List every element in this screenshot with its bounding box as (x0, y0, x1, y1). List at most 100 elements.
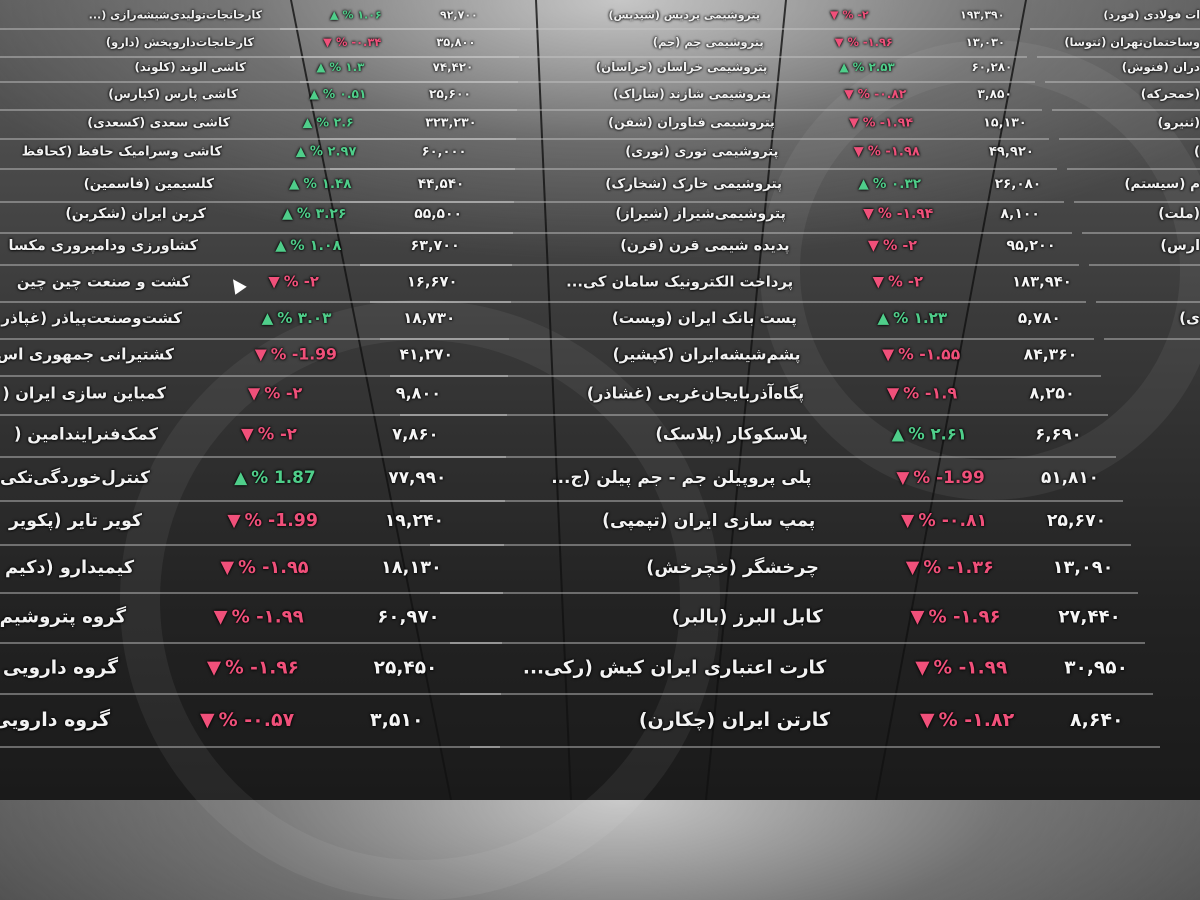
change-percent: ▲% ۲.۹۷ (296, 145, 357, 160)
row-separator (440, 591, 1138, 594)
triangle-down-icon: ▼ (220, 558, 235, 578)
change-percent-value: % -۱.۹۹ (933, 657, 1008, 679)
stock-name: پست بانک ایران (وپست) (611, 309, 797, 327)
triangle-down-icon: ▼ (905, 558, 920, 578)
change-percent: ▼% -۱.۹۶ (835, 35, 893, 49)
change-percent: ▼% -۱.۵۵ (882, 345, 960, 364)
change-percent: ▼% -۱.۹ (887, 384, 957, 403)
last-price: ۹۲,۷۰۰ (440, 8, 478, 22)
row-separator (0, 137, 516, 140)
change-percent: ▲% ۱.۰۶ (330, 9, 382, 22)
last-price: ۲۷,۴۴۰ (1058, 606, 1121, 628)
change-percent: ▼% -۰.۵۷ (200, 709, 294, 731)
row-separator (1044, 81, 1200, 84)
triangle-down-icon: ▼ (901, 511, 915, 531)
triangle-up-icon: ▲ (302, 114, 313, 130)
stock-name: ی) (1179, 309, 1200, 327)
change-percent-value: % ۲.۶۱ (908, 424, 967, 444)
change-percent-value: % -۱.۵۵ (898, 344, 961, 364)
last-price: ۶۰,۲۸۰ (971, 60, 1013, 74)
change-percent-value: % -۱.۳۶ (923, 558, 994, 578)
row-separator (410, 455, 1116, 458)
triangle-down-icon: ▼ (886, 383, 900, 403)
change-percent: ▲% ۳.۰۳ (262, 309, 332, 327)
change-percent-value: % ۱.۳ (329, 60, 365, 74)
change-percent-value: % -۱.۹۹ (231, 606, 304, 628)
triangle-down-icon: ▼ (863, 206, 874, 222)
row-separator (0, 693, 502, 696)
last-price: ۳۰,۹۵۰ (1064, 657, 1128, 679)
change-percent: ▲% ۲.۶۱ (892, 425, 967, 444)
row-separator (0, 264, 512, 267)
triangle-down-icon: ▼ (200, 709, 215, 731)
stock-name: کارتن ایران (چکارن) (638, 709, 830, 731)
stock-name: پتروشیمی شازند (شاراک) (613, 87, 772, 101)
row-separator (0, 28, 520, 30)
stock-name: کاشی الوند (کلوند) (134, 60, 246, 74)
row-separator (0, 55, 519, 58)
row-separator (0, 337, 510, 340)
change-percent-value: % -1.99 (270, 344, 337, 364)
triangle-up-icon: ▲ (234, 467, 248, 487)
stock-name: پرداخت الکترونیک سامان کی... (566, 273, 794, 291)
change-percent: ▼% -۰.۳۴ (323, 35, 381, 49)
row-separator (320, 137, 1050, 140)
change-percent: ▼% -۲ (830, 9, 869, 22)
row-separator (300, 81, 1035, 84)
row-separator (1081, 231, 1200, 234)
change-percent: ▼% -۰.۸۲ (844, 87, 906, 101)
last-price: ۶۰,۰۰۰ (421, 144, 467, 160)
triangle-down-icon: ▼ (323, 35, 332, 49)
last-price: ۶,۶۹۰ (1035, 424, 1082, 444)
triangle-up-icon: ▲ (275, 238, 287, 254)
change-percent: ▲% ۱.۲۳ (877, 309, 947, 327)
row-separator (1052, 109, 1200, 112)
last-price: ۱۶,۶۷۰ (406, 273, 458, 291)
stock-name: پتروشیمی نوری (نوری) (625, 144, 779, 160)
change-percent-value: % ۰.۵۱ (322, 87, 367, 101)
row-separator (0, 591, 504, 594)
row-separator (340, 201, 1065, 204)
change-percent-value: % ۰.۳۲ (872, 176, 921, 192)
change-percent-value: % -۲ (882, 238, 918, 254)
change-percent-value: % -۲ (264, 383, 303, 403)
last-price: ۸,۲۵۰ (1029, 383, 1075, 403)
change-percent: ▲% ۱.۴۸ (289, 176, 352, 192)
last-price: ۱۸,۱۳۰ (381, 558, 442, 578)
stock-name: کاشی سعدی (کسعدی) (87, 114, 230, 130)
triangle-down-icon: ▼ (268, 273, 280, 291)
triangle-up-icon: ▲ (877, 309, 890, 327)
last-price: ۶۰,۹۷۰ (377, 606, 440, 628)
row-separator (0, 168, 515, 171)
last-price: ۵۵,۵۰۰ (414, 206, 463, 222)
row-separator (0, 499, 506, 502)
row-separator (1088, 264, 1200, 267)
change-percent: ▼% -۱.۹۴ (849, 115, 913, 130)
triangle-up-icon: ▲ (288, 176, 300, 192)
last-price: ۱۳,۰۳۰ (965, 35, 1005, 49)
stock-name: کنترل‌خوردگی‌تکی (0, 467, 150, 487)
change-percent-value: % -۲ (887, 273, 924, 291)
change-percent-value: % -۱.۹۶ (225, 657, 299, 679)
row-separator (1103, 337, 1200, 340)
triangle-up-icon: ▲ (316, 60, 326, 74)
triangle-up-icon: ▲ (261, 309, 274, 327)
change-percent: ▼% -۱.۹۴ (863, 206, 933, 222)
triangle-up-icon: ▲ (295, 144, 306, 160)
change-percent-value: % ۳.۰۳ (277, 309, 332, 327)
row-separator (420, 499, 1124, 502)
change-percent-value: % -۰.۵۷ (218, 709, 295, 731)
row-separator (350, 231, 1072, 234)
row-separator (0, 746, 500, 748)
stock-name: کشت‌وصنعت‌پیاذر (غپاذر (1, 309, 182, 327)
last-price: ۶۳,۷۰۰ (410, 238, 460, 254)
change-percent-value: % -۱.۹۴ (877, 206, 934, 222)
last-price: ۴۱,۲۷۰ (399, 344, 454, 364)
stock-name: ) (1194, 144, 1200, 160)
stock-name: گروه پتروشیم (0, 606, 126, 628)
triangle-down-icon: ▼ (247, 383, 261, 403)
last-price: ۳,۸۵۰ (977, 87, 1012, 101)
stock-name: کیمیدارو (دکیم (5, 558, 134, 578)
triangle-down-icon: ▼ (853, 144, 864, 160)
last-price: ۵۱,۸۱۰ (1041, 467, 1099, 487)
